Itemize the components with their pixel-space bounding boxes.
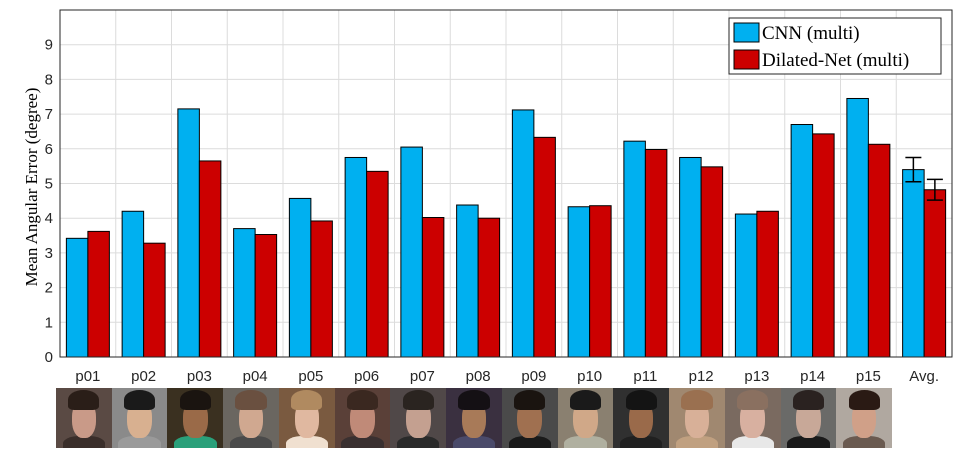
x-tick-label: p11 — [633, 368, 657, 385]
x-tick-label: p05 — [298, 368, 323, 385]
legend-swatch-dilated-net — [733, 49, 760, 70]
face-thumbnail-p14 — [780, 388, 837, 448]
bar-dilated-net-p05 — [310, 220, 333, 358]
x-tick-label: p04 — [243, 368, 268, 385]
plot-frame — [59, 9, 953, 358]
face-thumbnail-p08 — [446, 388, 502, 448]
x-tick-label: p09 — [521, 368, 546, 385]
y-tick-label: 4 — [45, 210, 53, 227]
face-thumbnail-p04 — [223, 388, 279, 448]
bar-cnn-p15 — [846, 97, 869, 358]
bar-cnn-avg — [902, 169, 925, 358]
bar-dilated-net-p13 — [756, 210, 779, 358]
legend-swatch-cnn — [733, 22, 760, 43]
face-thumbnail-p06 — [334, 388, 391, 448]
bar-dilated-net-p14 — [812, 133, 835, 358]
y-tick-label: 8 — [45, 71, 53, 88]
face-thumbnail-p07 — [390, 388, 447, 448]
face-thumbnail-p01 — [56, 388, 112, 448]
face-thumbnail-p05 — [278, 388, 335, 448]
legend-label-cnn: CNN (multi) — [762, 23, 860, 44]
error-bar-dilated-net — [926, 178, 943, 201]
bar-cnn-p02 — [121, 210, 145, 358]
face-thumbnail-p03 — [167, 388, 224, 448]
bar-cnn-p11 — [623, 140, 646, 358]
bar-dilated-net-avg — [923, 189, 947, 358]
y-tick-label: 7 — [45, 106, 53, 123]
bar-dilated-net-p04 — [254, 234, 278, 358]
error-bar-cnn — [905, 156, 922, 183]
bar-cnn-p03 — [177, 108, 200, 358]
bar-dilated-net-p03 — [198, 160, 222, 358]
bar-dilated-net-p10 — [589, 205, 612, 358]
x-tick-label: p14 — [800, 368, 825, 385]
x-tick-label: p06 — [354, 368, 379, 385]
x-tick-label: p12 — [689, 368, 714, 385]
y-tick-label: 0 — [45, 349, 53, 366]
bar-dilated-net-p09 — [533, 136, 556, 358]
bar-cnn-p10 — [567, 206, 591, 358]
y-tick-label: 2 — [45, 280, 53, 297]
bar-dilated-net-p12 — [700, 166, 724, 358]
face-thumbnail-p12 — [669, 388, 725, 448]
x-tick-label: p02 — [131, 368, 156, 385]
bar-dilated-net-p02 — [143, 242, 166, 358]
x-tick-label: p13 — [744, 368, 769, 385]
bar-cnn-p06 — [344, 156, 368, 358]
participant-face-strip — [56, 388, 893, 448]
x-tick-label: Avg. — [909, 368, 939, 385]
x-tick-label: p01 — [75, 368, 100, 385]
bar-cnn-p12 — [679, 156, 702, 358]
axes: 0 1 2 3 4 5 6 7 8 9 p01 p02 p03 p04 p05 p06 p07 p08 p09 p10… — [45, 9, 953, 385]
bar-dilated-net-p07 — [421, 217, 445, 358]
bars — [65, 97, 947, 358]
x-tick-label: p03 — [187, 368, 212, 385]
y-tick-label: 1 — [45, 314, 53, 331]
bar-chart: 0 1 2 3 4 5 6 7 8 9 p01 p02 p03 p04 p05 p06 p07 p08 p09 p10… — [22, 9, 953, 385]
y-tick-label: 9 — [45, 37, 53, 54]
face-thumbnail-p10 — [557, 388, 614, 448]
x-tick-label: p10 — [577, 368, 602, 385]
bar-cnn-p04 — [233, 228, 256, 358]
x-tick-label: p08 — [466, 368, 491, 385]
bar-dilated-net-p11 — [644, 148, 668, 358]
face-thumbnail-p02 — [111, 388, 168, 448]
bar-cnn-p09 — [511, 109, 535, 358]
y-axis-label: Mean Angular Error (degree) — [22, 88, 41, 287]
y-tick-label: 3 — [45, 245, 53, 262]
bar-cnn-p14 — [790, 124, 814, 358]
face-thumbnail-p15 — [836, 388, 893, 448]
y-tick-label: 6 — [45, 141, 53, 158]
bar-dilated-net-p15 — [867, 143, 891, 358]
x-tick-label: p07 — [410, 368, 435, 385]
legend: CNN (multi) Dilated-Net (multi) — [728, 17, 942, 75]
bar-cnn-p07 — [400, 146, 423, 358]
bar-cnn-p13 — [734, 213, 758, 358]
face-thumbnail-p11 — [613, 388, 670, 448]
y-tick-label: 5 — [45, 176, 53, 193]
face-thumbnail-p13 — [724, 388, 781, 448]
bar-dilated-net-p06 — [366, 170, 389, 358]
legend-label-dilated-net: Dilated-Net (multi) — [762, 50, 909, 71]
bar-cnn-p05 — [288, 197, 312, 358]
bar-cnn-p08 — [456, 204, 479, 358]
x-tick-label: p15 — [856, 368, 881, 385]
face-thumbnail-p09 — [501, 388, 558, 448]
bar-dilated-net-p01 — [87, 230, 110, 358]
bar-dilated-net-p08 — [477, 217, 501, 358]
bar-cnn-p01 — [65, 237, 89, 358]
